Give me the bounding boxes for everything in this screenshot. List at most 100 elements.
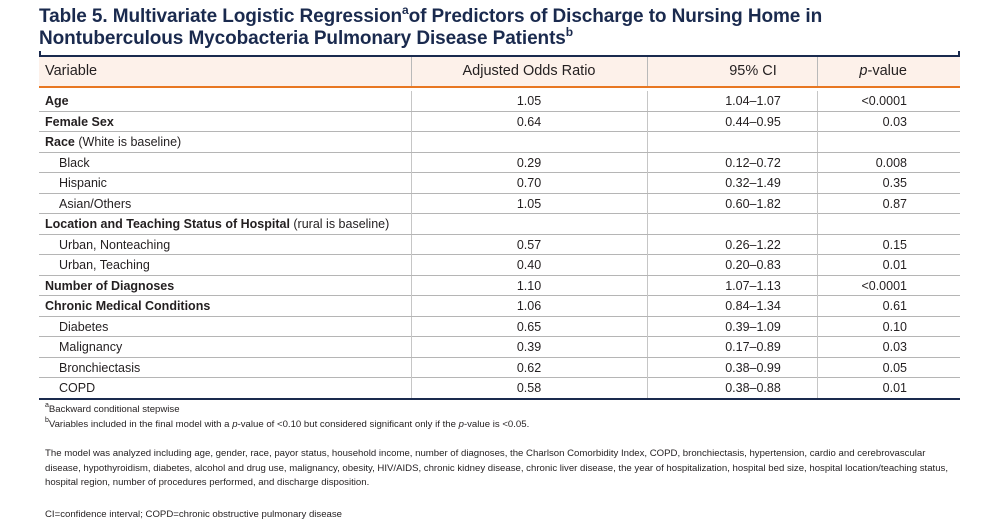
variable-label: Asian/Others <box>59 196 132 211</box>
column-divider <box>647 132 648 152</box>
column-divider <box>817 173 818 193</box>
cell-p-value: 0.15 <box>882 237 907 252</box>
column-divider <box>817 255 818 275</box>
column-divider <box>647 255 648 275</box>
column-divider <box>647 378 648 398</box>
column-divider <box>411 357 412 378</box>
table-body: Age 1.05 1.04–1.07 <0.0001 Female Sex 0.64 0.4… <box>39 91 960 399</box>
column-divider <box>647 193 648 214</box>
column-divider <box>411 316 412 337</box>
variable-note: (rural is baseline) <box>289 217 390 231</box>
column-divider <box>411 214 412 234</box>
column-divider <box>411 152 412 173</box>
cell-95-ci: 0.20–0.83 <box>725 258 781 272</box>
cell-95-ci: 0.44–0.95 <box>725 114 781 129</box>
column-divider <box>817 214 818 234</box>
column-divider <box>647 316 648 337</box>
variable-label: Female Sex <box>45 114 114 129</box>
cell-p-value <box>859 214 907 234</box>
footnote-a: aBackward conditional stepwise <box>45 401 180 415</box>
column-divider <box>411 378 412 398</box>
title-line-2: Nontuberculous Mycobacteria Pulmonary Di… <box>39 24 573 49</box>
cell-adjusted-odds-ratio: 0.57 <box>516 237 542 252</box>
table-row: Age 1.05 1.04–1.07 <0.0001 <box>39 91 960 112</box>
header-variable: Variable <box>45 63 98 79</box>
variable-label: Hispanic <box>59 176 107 190</box>
table-header: Variable Adjusted Odds Ratio 95% CI p-va… <box>39 57 960 88</box>
table-row: Number of Diagnoses 1.10 1.07–1.13 <0.0001 <box>39 275 960 296</box>
variable-label: Diabetes <box>59 319 109 334</box>
header-adjusted-odds-ratio: Adjusted Odds Ratio <box>462 63 596 79</box>
cell-95-ci: 0.17–0.89 <box>725 340 781 354</box>
table-row: Hispanic 0.70 0.32–1.49 0.35 <box>39 173 960 194</box>
column-divider <box>817 152 818 173</box>
column-divider <box>411 132 412 152</box>
top-rule <box>39 55 960 57</box>
cell-95-ci: 0.84–1.34 <box>725 299 781 313</box>
cell-95-ci: 0.32–1.49 <box>725 176 781 190</box>
cell-95-ci: 0.26–1.22 <box>725 237 781 252</box>
cell-variable: Female Sex <box>45 112 114 132</box>
variable-label: Race <box>45 135 75 149</box>
cell-p-value: 0.05 <box>882 360 907 375</box>
column-divider <box>411 337 412 357</box>
column-divider <box>411 255 412 275</box>
bottom-rule <box>39 398 960 400</box>
cell-variable: Urban, Nonteaching <box>59 235 170 255</box>
cell-variable: COPD <box>59 378 95 398</box>
column-divider <box>817 357 818 378</box>
column-divider <box>647 214 648 234</box>
cell-adjusted-odds-ratio: 1.10 <box>516 278 542 293</box>
cell-95-ci: 1.07–1.13 <box>725 278 781 293</box>
footnote-model-note: The model was analyzed including age, ge… <box>45 448 949 488</box>
cell-adjusted-odds-ratio: 1.05 <box>516 94 542 108</box>
variable-label: Urban, Nonteaching <box>59 237 171 252</box>
cell-95-ci: 0.38–0.88 <box>725 381 781 395</box>
variable-label: Age <box>45 94 69 108</box>
header-p-value: p-value <box>859 63 907 79</box>
column-divider <box>647 337 648 357</box>
cell-variable: Black <box>59 153 90 173</box>
column-divider <box>647 152 648 173</box>
cell-adjusted-odds-ratio: 0.70 <box>516 176 542 190</box>
cell-adjusted-odds-ratio <box>415 214 643 234</box>
variable-note: (White is baseline) <box>74 135 182 149</box>
table-row: Urban, Teaching 0.40 0.20–0.83 0.01 <box>39 255 960 276</box>
footnote-b: bVariables included in the final model w… <box>45 416 530 430</box>
column-divider <box>411 111 412 132</box>
variable-label: Number of Diagnoses <box>45 278 175 293</box>
column-divider <box>411 234 412 255</box>
table-row: Urban, Nonteaching 0.57 0.26–1.22 0.15 <box>39 234 960 255</box>
cell-p-value: 0.008 <box>875 155 907 170</box>
column-divider <box>817 132 818 152</box>
cell-95-ci <box>650 132 856 152</box>
variable-label: Urban, Teaching <box>59 258 150 272</box>
column-divider <box>817 193 818 214</box>
table-row: Female Sex 0.64 0.44–0.95 0.03 <box>39 111 960 132</box>
column-divider <box>647 111 648 132</box>
cell-95-ci: 0.39–1.09 <box>725 319 781 334</box>
header-divider <box>817 57 818 86</box>
cell-p-value: 0.03 <box>882 340 907 354</box>
column-divider <box>817 275 818 296</box>
cell-variable: Chronic Medical Conditions <box>45 296 210 316</box>
cell-adjusted-odds-ratio: 0.62 <box>516 360 542 375</box>
table-row: COPD 0.58 0.38–0.88 0.01 <box>39 378 960 399</box>
cell-variable: Location and Teaching Status of Hospital… <box>45 214 389 234</box>
column-divider <box>411 275 412 296</box>
cell-adjusted-odds-ratio: 0.40 <box>516 258 542 272</box>
table-row: Bronchiectasis 0.62 0.38–0.99 0.05 <box>39 357 960 378</box>
column-divider <box>411 173 412 193</box>
table-row: Black 0.29 0.12–0.72 0.008 <box>39 152 960 173</box>
cell-p-value: 0.35 <box>882 176 907 190</box>
cell-p-value <box>859 132 907 152</box>
cell-variable: Asian/Others <box>59 194 131 214</box>
table-row: Location and Teaching Status of Hospital… <box>39 214 960 235</box>
cell-adjusted-odds-ratio: 0.64 <box>516 114 542 129</box>
column-divider <box>647 296 648 316</box>
table-row: Race (White is baseline) <box>39 132 960 153</box>
cell-variable: Malignancy <box>59 337 122 357</box>
table-row: Diabetes 0.65 0.39–1.09 0.10 <box>39 316 960 337</box>
title-line-1: Table 5. Multivariate Logistic Regressio… <box>39 2 823 27</box>
column-divider <box>647 357 648 378</box>
